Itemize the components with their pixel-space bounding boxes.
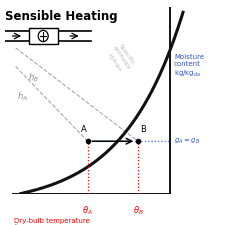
Text: A: A <box>81 125 87 134</box>
Text: $\theta_A$: $\theta_A$ <box>82 205 93 217</box>
Text: $g_A=g_B$: $g_A=g_B$ <box>174 137 200 146</box>
Text: $h_B$: $h_B$ <box>28 72 39 84</box>
Text: Dry-bulb temperature
°C: Dry-bulb temperature °C <box>14 218 90 225</box>
Text: Specific
enthalpy
kJ/kg$_{da}$: Specific enthalpy kJ/kg$_{da}$ <box>103 42 137 76</box>
Text: Sensible Heating: Sensible Heating <box>5 10 117 23</box>
Text: Moisture
content
kg/kg$_{da}$: Moisture content kg/kg$_{da}$ <box>174 54 204 79</box>
Text: $\theta_B$: $\theta_B$ <box>133 205 143 217</box>
Text: $h_A$: $h_A$ <box>17 90 28 103</box>
Bar <box>29 28 58 44</box>
Text: B: B <box>140 125 146 134</box>
